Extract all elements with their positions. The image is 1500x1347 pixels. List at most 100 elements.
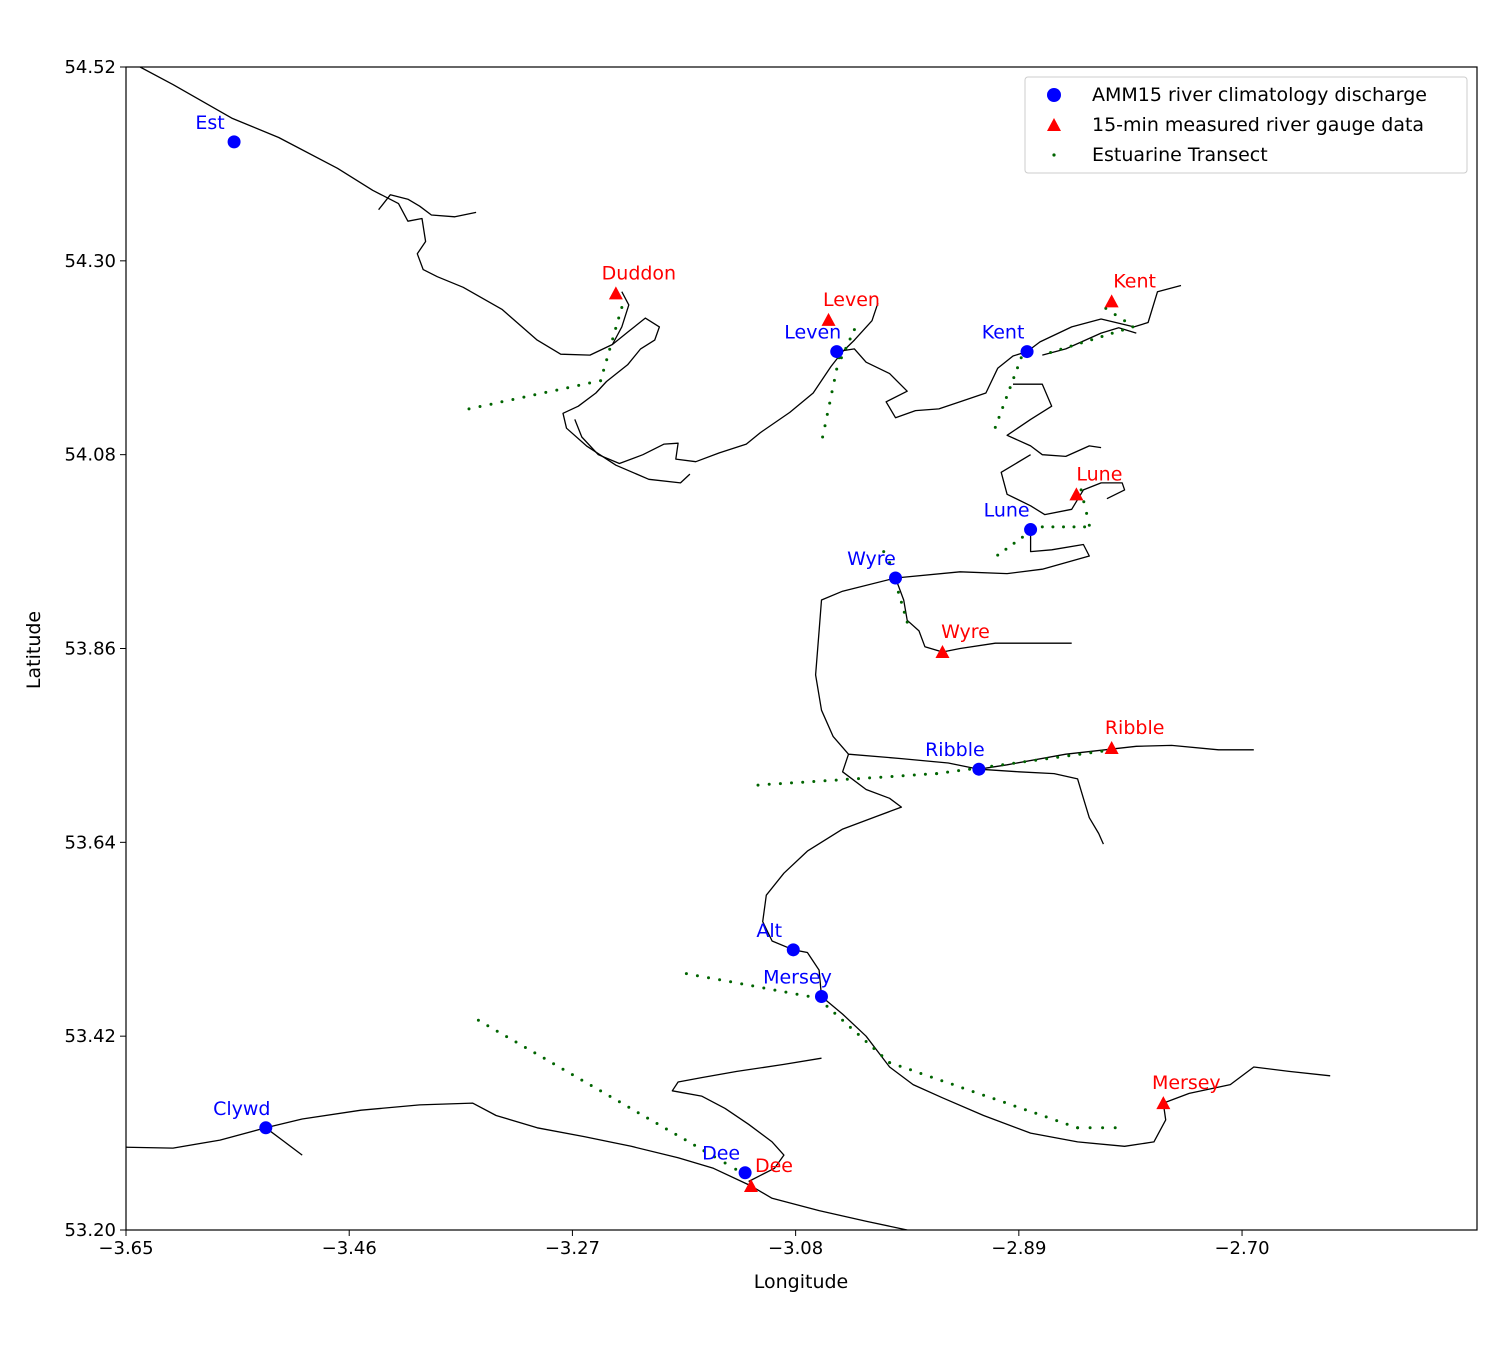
transect-point bbox=[832, 378, 836, 382]
climatology-label: Dee bbox=[702, 1143, 740, 1165]
transect-point bbox=[1019, 356, 1023, 360]
transect-point bbox=[1051, 525, 1055, 529]
gauge-label: Dee bbox=[755, 1155, 793, 1177]
transect-point bbox=[825, 1004, 829, 1008]
transect-point bbox=[718, 978, 722, 982]
climatology-point bbox=[786, 943, 800, 957]
transect-point bbox=[1076, 1126, 1080, 1130]
climatology-point bbox=[814, 990, 828, 1004]
transect-point bbox=[523, 1046, 527, 1049]
transect-point bbox=[1104, 306, 1108, 310]
coastline-segment bbox=[894, 577, 1072, 653]
transect-point bbox=[852, 328, 856, 332]
transect-point bbox=[713, 1155, 717, 1159]
gauge-label: Ribble bbox=[1105, 717, 1165, 739]
transect-point bbox=[1001, 406, 1005, 409]
transect-point bbox=[511, 398, 515, 401]
gauge-point bbox=[1156, 1096, 1171, 1110]
transect-point bbox=[896, 590, 900, 594]
transect-point bbox=[971, 1090, 975, 1094]
coastline-segment bbox=[671, 1057, 822, 1183]
transect-point bbox=[1034, 758, 1038, 762]
transect-point bbox=[957, 769, 961, 773]
climatology-label: Clywd bbox=[213, 1098, 270, 1120]
climatology-label: Wyre bbox=[847, 548, 896, 570]
gauge-label: Duddon bbox=[602, 262, 676, 284]
transect-point bbox=[544, 390, 548, 394]
x-tick-label: −3.46 bbox=[322, 1238, 377, 1259]
transect-point bbox=[620, 306, 624, 309]
transect-point bbox=[734, 1167, 738, 1171]
transect-point bbox=[950, 1082, 954, 1086]
legend-dot-icon bbox=[1052, 153, 1056, 157]
transect-point bbox=[1045, 757, 1049, 761]
climatology-label: Est bbox=[195, 112, 224, 134]
coastline-segment bbox=[378, 194, 477, 218]
transect-point bbox=[467, 407, 471, 411]
climatology-point bbox=[888, 571, 902, 585]
transect-point bbox=[1020, 535, 1024, 539]
transect-point bbox=[857, 777, 860, 781]
legend-circle-icon bbox=[1047, 88, 1061, 102]
transect-point bbox=[1062, 525, 1065, 529]
transect-point bbox=[841, 1018, 845, 1022]
transect-point bbox=[1082, 500, 1086, 504]
transect-point bbox=[1085, 511, 1089, 515]
climatology-label: Mersey bbox=[763, 967, 832, 989]
transect-point bbox=[1110, 331, 1114, 335]
transect-point bbox=[888, 1061, 892, 1065]
gauge-point bbox=[821, 312, 836, 326]
y-axis-title: Latitude bbox=[23, 611, 45, 689]
climatology-label: Kent bbox=[982, 322, 1025, 344]
climatology-label: Ribble bbox=[925, 739, 985, 761]
transect-point bbox=[1072, 525, 1076, 529]
transect-point bbox=[1008, 386, 1012, 390]
transect-point bbox=[1003, 1100, 1006, 1104]
transect-point bbox=[784, 990, 788, 994]
transect-point bbox=[1040, 525, 1044, 529]
gauge-label: Kent bbox=[1113, 270, 1156, 292]
transect-point bbox=[1090, 338, 1094, 342]
transect-point bbox=[1059, 347, 1063, 351]
transect-point bbox=[848, 337, 852, 341]
transect-point bbox=[627, 1105, 631, 1109]
transect-point bbox=[778, 782, 782, 786]
transect-point bbox=[909, 1068, 912, 1072]
x-axis-title: Longitude bbox=[754, 1271, 849, 1293]
transect-point bbox=[923, 772, 927, 776]
transect-point bbox=[830, 390, 834, 394]
transect-point bbox=[1012, 761, 1016, 765]
transect-point bbox=[879, 775, 883, 779]
transect-point bbox=[570, 1073, 574, 1077]
transect-point bbox=[602, 368, 606, 372]
transect-point bbox=[589, 1084, 593, 1087]
transect-point bbox=[835, 367, 839, 371]
y-tick-label: 54.08 bbox=[64, 445, 116, 466]
transect-point bbox=[997, 415, 1001, 419]
transect-point bbox=[1083, 525, 1087, 529]
transect-point bbox=[767, 782, 771, 786]
transect-point bbox=[834, 778, 838, 782]
transect-point bbox=[505, 1035, 509, 1039]
transect-point bbox=[577, 383, 581, 387]
climatology-point bbox=[1024, 523, 1038, 537]
transect-point bbox=[580, 1078, 584, 1082]
transect-point bbox=[890, 775, 894, 778]
transect-point bbox=[561, 1067, 565, 1071]
transect-point bbox=[856, 1032, 860, 1036]
coastline-segment bbox=[139, 67, 630, 356]
transect-point bbox=[902, 610, 906, 614]
transect-point bbox=[1069, 344, 1073, 348]
transect-point bbox=[845, 777, 849, 781]
transect-point bbox=[1089, 751, 1093, 755]
transect-point bbox=[1012, 376, 1016, 380]
transect-point bbox=[683, 1138, 687, 1142]
gauge-point bbox=[1069, 487, 1084, 501]
transect-point bbox=[1079, 341, 1083, 345]
gauge-point bbox=[608, 286, 623, 300]
transect-point bbox=[790, 781, 793, 785]
climatology-label: Alt bbox=[756, 920, 782, 942]
